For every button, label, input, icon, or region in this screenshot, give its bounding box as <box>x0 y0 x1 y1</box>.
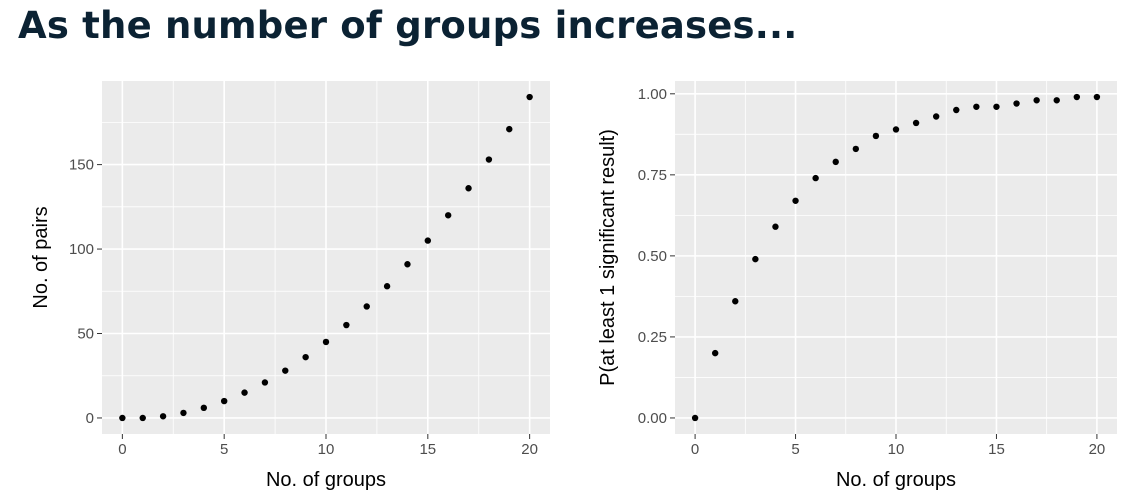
probability-y-tick-label: 0.25 <box>638 329 667 346</box>
pairs-data-point <box>363 303 370 310</box>
probability-data-point <box>732 298 739 305</box>
probability-data-point <box>711 349 719 357</box>
probability-x-tick-label: 15 <box>988 441 1005 458</box>
probability-x-tick-label: 20 <box>1089 441 1106 458</box>
probability-data-point <box>1013 100 1020 107</box>
pairs-x-axis-title: No. of groups <box>266 469 386 491</box>
pairs-y-axis-title: No. of pairs <box>30 206 52 308</box>
probability-data-point <box>932 113 940 120</box>
probability-data-point <box>752 255 759 263</box>
page-title: As the number of groups increases... <box>18 4 798 47</box>
pairs-data-point <box>343 321 350 329</box>
probability-x-tick-label: 0 <box>691 441 699 458</box>
pairs-data-point <box>241 389 248 396</box>
pairs-data-point <box>526 93 533 101</box>
probability-data-point <box>993 103 1000 110</box>
pairs-data-point <box>180 409 187 417</box>
pairs-data-point <box>282 367 289 374</box>
probability-y-axis-title: P(at least 1 significant result) <box>597 129 619 386</box>
probability-scatter-chart: 0 5 10 15 20 0.00 0.25 0.50 0.75 1.00 No. of group… <box>597 81 1117 491</box>
pairs-data-point <box>322 338 330 346</box>
probability-data-point <box>953 106 960 114</box>
pairs-data-point <box>404 261 411 268</box>
pairs-data-point <box>220 397 228 405</box>
pairs-data-point <box>200 404 208 412</box>
pairs-data-point <box>261 379 269 386</box>
pairs-data-point <box>444 212 452 219</box>
probability-data-point <box>772 223 779 230</box>
pairs-scatter-chart: 0 5 10 15 20 0 50 100 150 No. of groups No. of pai… <box>30 81 550 491</box>
probability-data-point <box>1093 93 1101 101</box>
pairs-data-point <box>119 414 126 422</box>
probability-data-point <box>973 103 980 110</box>
pairs-x-tick-label: 15 <box>419 441 436 458</box>
probability-y-tick-label: 0.00 <box>638 410 667 427</box>
pairs-data-point <box>383 283 391 290</box>
probability-data-point <box>792 197 799 204</box>
pairs-data-point <box>424 237 432 244</box>
probability-x-tick-label: 10 <box>888 441 905 458</box>
probability-data-point <box>852 145 860 153</box>
probability-data-point <box>832 158 839 166</box>
pairs-x-tick-label: 20 <box>521 441 538 458</box>
probability-data-point <box>1033 97 1040 104</box>
pairs-data-point <box>302 353 309 361</box>
pairs-data-point <box>139 414 146 422</box>
pairs-data-point <box>506 125 513 133</box>
probability-data-point <box>912 119 920 127</box>
probability-y-tick-label: 0.75 <box>638 167 667 184</box>
probability-data-point <box>1073 93 1081 101</box>
pairs-x-tick-label: 10 <box>318 441 335 458</box>
pairs-x-tick-label: 5 <box>220 441 228 458</box>
probability-data-point <box>872 132 880 140</box>
pairs-data-point <box>465 185 472 192</box>
pairs-data-point <box>159 413 167 420</box>
pairs-y-tick-label: 0 <box>86 410 94 427</box>
probability-x-tick-label: 5 <box>791 441 799 458</box>
pairs-y-tick-label: 50 <box>77 326 94 343</box>
probability-x-axis-title: No. of groups <box>836 469 956 491</box>
pairs-data-point <box>485 156 493 163</box>
pairs-y-tick-label: 150 <box>69 157 94 174</box>
probability-data-point <box>892 126 900 133</box>
probability-y-tick-label: 0.50 <box>638 248 667 265</box>
probability-data-point <box>812 174 819 182</box>
pairs-x-tick-label: 0 <box>118 441 126 458</box>
pairs-y-tick-label: 100 <box>69 241 94 258</box>
probability-data-point <box>1053 97 1060 104</box>
probability-data-point <box>691 414 699 422</box>
probability-y-tick-label: 1.00 <box>638 86 667 103</box>
